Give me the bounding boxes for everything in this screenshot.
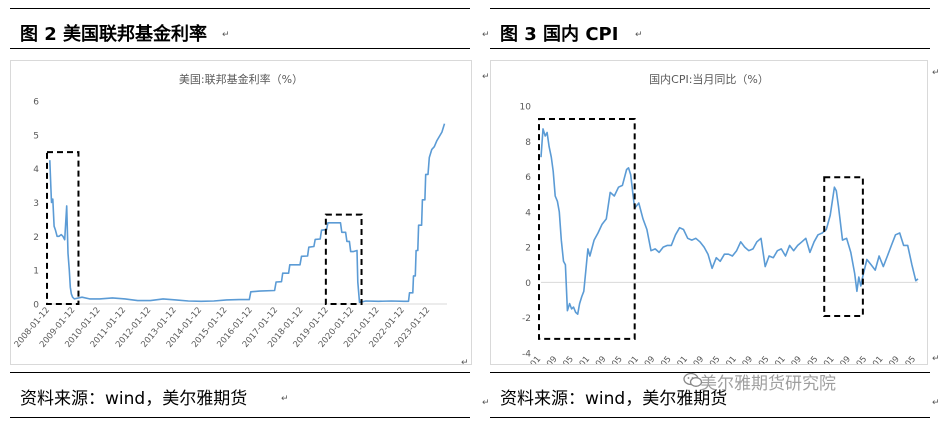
fed-funds-chart: 美国:联邦基金利率（%）01234562008-01-122009-01-122… bbox=[13, 72, 447, 350]
paragraph-mark: ↵ bbox=[635, 30, 643, 40]
series-line bbox=[49, 123, 446, 304]
y-tick-label: 10 bbox=[520, 103, 532, 113]
paragraph-mark: ↵ bbox=[932, 398, 940, 408]
source-note: 资料来源：wind，美尔雅期货 bbox=[20, 389, 248, 409]
watermark-text: 美尔雅期货研究院 bbox=[700, 374, 836, 394]
highlight-box bbox=[46, 151, 80, 305]
paragraph-mark: ↵ bbox=[222, 30, 230, 40]
y-tick-label: 6 bbox=[33, 98, 39, 108]
top-rule bbox=[490, 8, 930, 9]
y-tick-label: 5 bbox=[33, 131, 39, 141]
y-tick-label: -2 bbox=[522, 314, 531, 324]
highlight-box bbox=[823, 176, 864, 317]
chart-title: 美国:联邦基金利率（%） bbox=[179, 72, 303, 86]
y-tick-label: 2 bbox=[525, 244, 531, 254]
series-line bbox=[540, 128, 919, 315]
paragraph-mark: ↵ bbox=[482, 30, 490, 40]
highlight-box bbox=[538, 118, 636, 340]
y-tick-label: 6 bbox=[525, 173, 531, 183]
y-tick-label: 0 bbox=[525, 279, 531, 289]
chart-title: 国内CPI:当月同比（%） bbox=[649, 72, 769, 86]
paragraph-mark: ↵ bbox=[482, 398, 490, 408]
bottom-rule bbox=[10, 417, 470, 418]
top-rule bbox=[10, 8, 470, 9]
title-rule bbox=[10, 48, 470, 49]
bottom-rule bbox=[490, 417, 930, 418]
wechat-icon bbox=[683, 372, 703, 387]
paragraph-mark: ↵ bbox=[281, 394, 289, 404]
y-tick-label: 8 bbox=[525, 138, 531, 148]
figure-title: 图 2 美国联邦基金利率 bbox=[20, 24, 208, 45]
y-tick-label: -4 bbox=[522, 350, 531, 360]
y-tick-label: 4 bbox=[33, 165, 39, 175]
fed-funds-chart-frame: 美国:联邦基金利率（%） 0 1 2 3 4 5 6 2008-01-12 2009-01-12 2… bbox=[10, 60, 472, 365]
y-tick-label: 3 bbox=[33, 199, 39, 209]
right-figure-panel: 图 3 国内 CPI ↵ ↵ ↵ 国内CPI:当月同比（%） -4 -2 0 2 4 6 8 1… bbox=[480, 0, 943, 425]
cpi-chart-frame: 国内CPI:当月同比（%）-4-202468102008-012008-0920… bbox=[490, 60, 928, 388]
paragraph-mark: ↵ bbox=[482, 72, 490, 82]
title-rule bbox=[490, 48, 930, 49]
y-tick-label: 4 bbox=[525, 208, 531, 218]
left-figure-panel: 图 2 美国联邦基金利率 ↵ 美国:联邦基金利率（%） 0 1 2 3 4 5 6 2008-0… bbox=[10, 8, 472, 418]
source-rule bbox=[10, 372, 470, 373]
y-tick-label: 0 bbox=[33, 301, 39, 311]
source-note: 资料来源：wind，美尔雅期货 bbox=[500, 389, 728, 409]
highlight-box bbox=[324, 213, 363, 305]
paragraph-mark: ↵ bbox=[932, 354, 940, 364]
source-rule bbox=[490, 372, 930, 373]
paragraph-mark: ↵ bbox=[932, 68, 940, 78]
figure-title: 图 3 国内 CPI bbox=[500, 24, 619, 45]
cpi-chart: 国内CPI:当月同比（%）-4-202468102008-012008-0920… bbox=[513, 72, 919, 388]
paragraph-mark: ↵ bbox=[461, 358, 469, 368]
y-tick-label: 1 bbox=[33, 267, 39, 277]
y-tick-label: 2 bbox=[33, 233, 39, 243]
